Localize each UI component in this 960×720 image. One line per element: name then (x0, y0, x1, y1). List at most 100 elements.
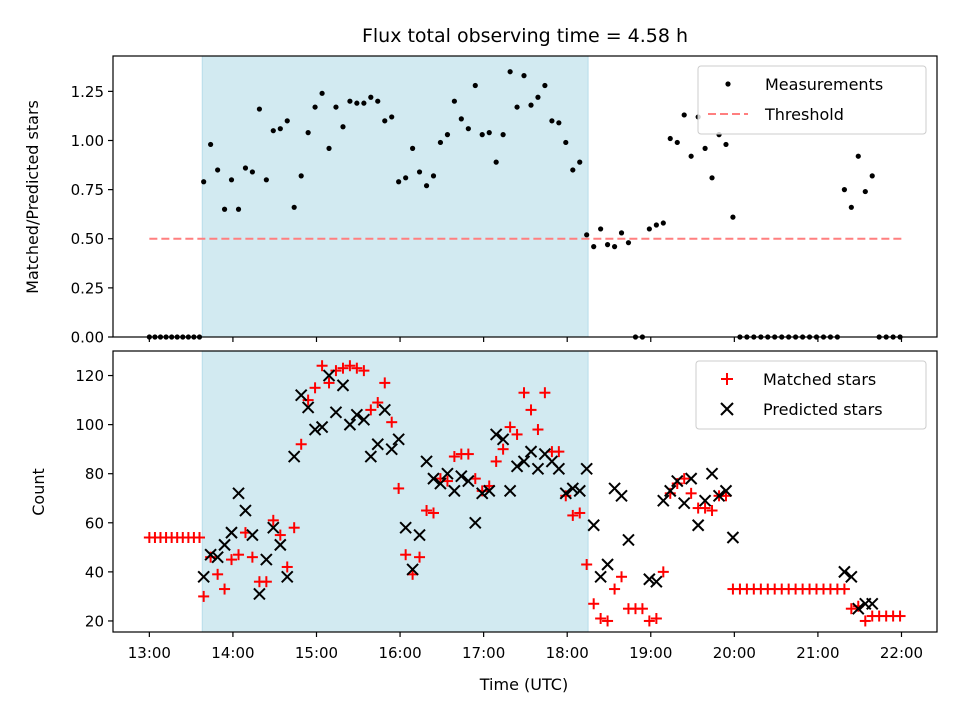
top-measurements-point (430, 173, 437, 179)
top-measurements-point (598, 226, 604, 232)
top-measurements-point (291, 204, 297, 210)
bottom-predicted-stars-point (517, 455, 531, 468)
bottom-panel: Count Time (UTC) 20 40 60 80 100 120 13:00 14:0… (29, 350, 938, 694)
top-measurements-point (423, 183, 430, 189)
bottom-matched-stars-point (193, 532, 205, 544)
bottom-predicted-stars-point (399, 521, 412, 534)
bottom-y-tick-label: 80 (85, 465, 104, 483)
bottom-matched-stars-point (344, 360, 356, 372)
top-measurements-point (221, 206, 228, 212)
bottom-x-tick-label: 19:00 (629, 644, 672, 662)
top-measurements-point (591, 244, 597, 250)
bottom-predicted-stars-point (239, 504, 252, 517)
top-measurements-point (340, 124, 346, 130)
bottom-predicted-stars-point (483, 484, 496, 498)
bottom-matched-stars-point (288, 522, 300, 534)
top-measurements-point (458, 116, 464, 122)
top-measurements-point (542, 82, 548, 89)
bottom-predicted-stars-point (566, 482, 580, 495)
legend-label-threshold: Threshold (764, 105, 844, 124)
top-legend-box (697, 65, 927, 135)
bottom-predicted-stars-point (455, 469, 468, 483)
bottom-predicted-stars-point (392, 433, 405, 446)
bottom-predicted-stars-point (573, 484, 586, 498)
top-measurements-point (604, 242, 611, 248)
top-measurements-point (305, 130, 311, 136)
chart-title: Flux total observing time = 4.58 h (362, 25, 688, 47)
bottom-predicted-stars-point (643, 573, 656, 586)
bottom-predicted-stars-point (329, 406, 343, 419)
bottom-matched-stars-point (532, 424, 544, 436)
bottom-predicted-stars-point (866, 597, 879, 610)
bottom-matched-stars-point (295, 438, 307, 450)
top-measurements-point (479, 132, 485, 138)
top-measurements-point (507, 69, 513, 75)
bottom-matched-stars-point (490, 455, 502, 467)
top-y-tick-label: 0.25 (71, 279, 104, 297)
bottom-predicted-stars-point (594, 570, 607, 583)
top-measurements-point (667, 135, 673, 142)
bottom-predicted-stars-point (664, 484, 677, 498)
bottom-predicted-stars-point (503, 484, 517, 498)
bottom-predicted-stars-point (845, 570, 858, 583)
bottom-predicted-stars-point (322, 369, 336, 382)
top-measurements-point (730, 214, 736, 220)
top-measurements-point (354, 100, 360, 106)
bottom-matched-stars-point (539, 387, 551, 399)
top-measurements-point (702, 145, 708, 151)
top-y-tick-label: 1.00 (71, 132, 104, 150)
bottom-matched-stars-point (274, 529, 286, 541)
bottom-x-tick-label: 17:00 (462, 644, 505, 662)
top-measurements-point (284, 118, 290, 124)
top-measurements-point (382, 118, 388, 124)
bottom-matched-stars-point (351, 362, 363, 374)
top-measurements-point (403, 175, 409, 181)
legend-marker-measurements (725, 81, 731, 87)
bottom-predicted-stars-point (301, 401, 315, 414)
bottom-predicted-stars-point (622, 533, 635, 547)
bottom-matched-stars-point (602, 615, 614, 627)
bottom-predicted-stars-point (378, 403, 391, 417)
bottom-predicted-stars-point (684, 472, 698, 485)
bottom-predicted-stars-point (420, 455, 433, 468)
top-measurements-point (451, 98, 457, 104)
bottom-predicted-stars-point (385, 442, 398, 456)
bottom-predicted-stars-point (691, 519, 705, 532)
bottom-matched-stars-point (588, 598, 600, 610)
top-axes-frame (112, 55, 938, 338)
bottom-predicted-stars-point (350, 408, 364, 422)
bottom-predicted-stars-point (698, 494, 712, 507)
bottom-predicted-stars-point (650, 575, 663, 588)
top-measurements-point (493, 159, 499, 165)
bottom-predicted-stars-point (427, 472, 440, 485)
bottom-predicted-stars-point (204, 548, 217, 561)
top-measurements-point (611, 244, 618, 250)
bottom-y-tick-label: 20 (85, 612, 104, 630)
bottom-x-tick-label: 16:00 (378, 644, 421, 662)
bottom-predicted-stars-point (274, 538, 287, 552)
top-measurements-point (396, 179, 402, 185)
bottom-matched-stars-point (894, 610, 906, 622)
bottom-predicted-stars-point (406, 563, 419, 576)
bottom-predicted-stars-point (496, 433, 510, 446)
bottom-predicted-stars-point (308, 423, 322, 436)
bottom-y-tick-label: 100 (75, 416, 104, 434)
top-measurements-point (646, 226, 652, 232)
top-y-tick-label: 0.00 (71, 329, 104, 347)
bottom-predicted-stars-point (726, 531, 740, 544)
top-measurements-point (375, 98, 381, 104)
top-measurements-point (416, 169, 423, 175)
bottom-predicted-stars-point (232, 487, 245, 500)
bottom-matched-stars-point (400, 549, 412, 561)
top-measurements-point (688, 153, 694, 159)
bottom-predicted-stars-point (712, 489, 726, 503)
bottom-x-tick-label: 15:00 (295, 644, 338, 662)
bottom-matched-stars-point (316, 360, 328, 372)
bottom-matched-stars-point (525, 404, 537, 416)
bottom-predicted-stars-point (671, 474, 684, 488)
bottom-matched-stars-point (421, 505, 433, 517)
bottom-matched-stars-point (379, 377, 391, 389)
top-measurements-point (584, 232, 590, 238)
legend-marker-matched (721, 373, 733, 385)
